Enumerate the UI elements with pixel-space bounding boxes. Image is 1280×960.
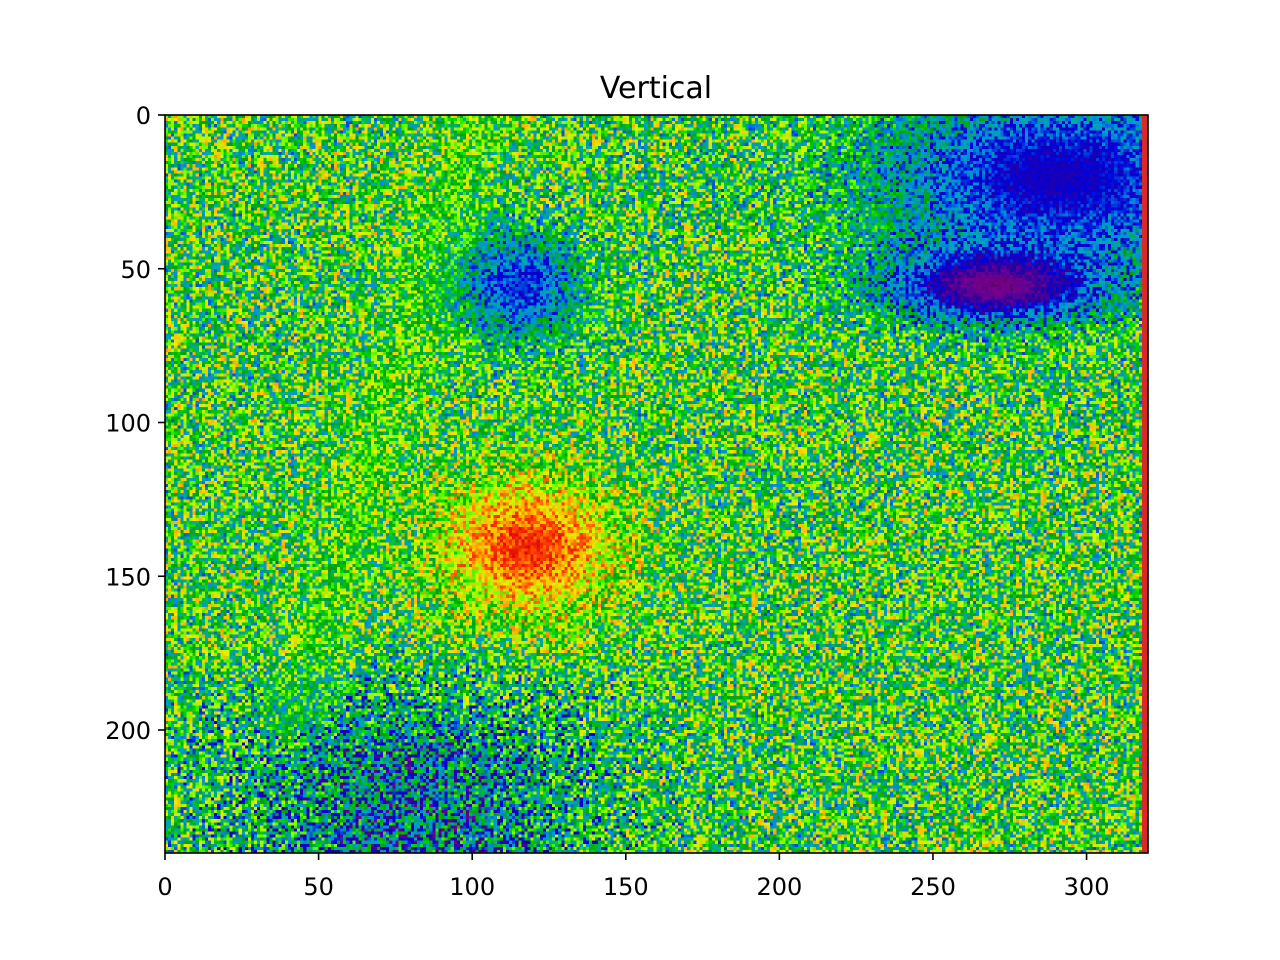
y-tick-label: 100 — [105, 410, 151, 438]
x-axis: 0 50 100 150 200 250 300 — [157, 853, 1109, 901]
x-tick-label: 300 — [1064, 873, 1110, 901]
x-tick-label: 200 — [756, 873, 802, 901]
axes-frame — [164, 114, 1149, 854]
heatmap-image-container — [165, 115, 1148, 853]
x-tick-label: 150 — [603, 873, 649, 901]
y-tick-label: 50 — [120, 256, 151, 284]
x-tick-label: 0 — [157, 873, 172, 901]
y-axis: 0 50 100 150 200 — [105, 102, 165, 745]
y-tick-label: 0 — [136, 102, 151, 130]
x-tick-label: 250 — [910, 873, 956, 901]
chart-title: Vertical — [600, 71, 712, 106]
plot-area — [164, 114, 1149, 854]
heatmap-image — [165, 115, 1148, 853]
x-tick-label: 100 — [449, 873, 495, 901]
x-tick-label: 50 — [303, 873, 334, 901]
y-tick-label: 200 — [105, 717, 151, 745]
y-tick-label: 150 — [105, 563, 151, 591]
